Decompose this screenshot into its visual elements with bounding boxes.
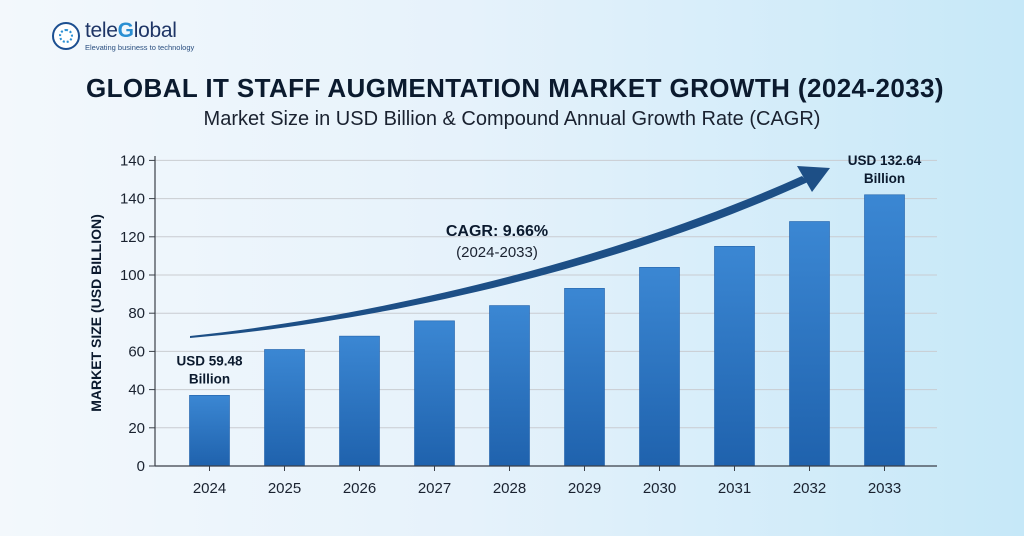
chart-labels: 0 20 40 60 80 100 120 140 140 MARKET SIZE (USD BI… bbox=[88, 152, 922, 497]
x-tick-label-2027: 2027 bbox=[418, 480, 451, 497]
annotation-unit-2024: Billion bbox=[189, 371, 230, 386]
bar-2028 bbox=[489, 305, 530, 467]
cagr-period: (2024-2033) bbox=[456, 244, 538, 261]
bar-2030 bbox=[639, 267, 680, 467]
bar-2032 bbox=[789, 221, 830, 467]
y-tick-label: 60 bbox=[128, 343, 145, 360]
x-tick-label-2028: 2028 bbox=[493, 480, 526, 497]
x-tick-label-2024: 2024 bbox=[193, 480, 226, 497]
globe-logo-icon bbox=[52, 21, 80, 50]
y-tick-label: 20 bbox=[128, 420, 145, 437]
bar-2026 bbox=[339, 335, 380, 467]
annotation-unit-2033: Billion bbox=[864, 171, 905, 186]
x-tick-label-2030: 2030 bbox=[643, 480, 676, 497]
y-tick-label: 80 bbox=[128, 305, 145, 322]
bars bbox=[189, 194, 905, 467]
annotation-value-2033: USD 132.64 bbox=[848, 153, 922, 168]
x-tick-label-2031: 2031 bbox=[718, 480, 751, 497]
bar-2031 bbox=[714, 246, 755, 467]
cagr-label: CAGR: 9.66% bbox=[446, 223, 548, 240]
x-tick-label-2032: 2032 bbox=[793, 480, 826, 497]
axes bbox=[149, 156, 937, 471]
y-axis-label: MARKET SIZE (USD BILLION) bbox=[88, 214, 104, 412]
x-tick-label-2026: 2026 bbox=[343, 480, 376, 497]
y-tick-label: 0 bbox=[137, 458, 145, 475]
brand-tagline: Elevating business to technology bbox=[85, 43, 195, 52]
bar-2029 bbox=[564, 288, 605, 467]
bar-2024 bbox=[189, 395, 230, 467]
bar-2025 bbox=[264, 349, 305, 467]
bar-2033 bbox=[864, 194, 905, 467]
y-tick-label: 140 bbox=[120, 191, 145, 208]
chart-subtitle: Market Size in USD Billion & Compound An… bbox=[203, 108, 821, 130]
cagr-trend-arrow bbox=[190, 166, 830, 338]
brand-name: teleGlobal bbox=[85, 19, 177, 42]
trend-arrow-head bbox=[797, 166, 830, 192]
y-tick-label: 140 bbox=[120, 152, 145, 169]
y-tick-label: 40 bbox=[128, 382, 145, 399]
y-tick-label: 120 bbox=[120, 229, 145, 246]
bar-2027 bbox=[414, 320, 455, 467]
x-tick-label-2029: 2029 bbox=[568, 480, 601, 497]
chart-title: GLOBAL IT STAFF AUGMENTATION MARKET GROW… bbox=[86, 73, 944, 103]
brand-logo: teleGlobal Elevating business to technol… bbox=[52, 20, 194, 52]
x-tick-label-2033: 2033 bbox=[868, 480, 901, 497]
x-tick-label-2025: 2025 bbox=[268, 480, 301, 497]
annotation-value-2024: USD 59.48 bbox=[176, 353, 243, 368]
y-tick-label: 100 bbox=[120, 267, 145, 284]
